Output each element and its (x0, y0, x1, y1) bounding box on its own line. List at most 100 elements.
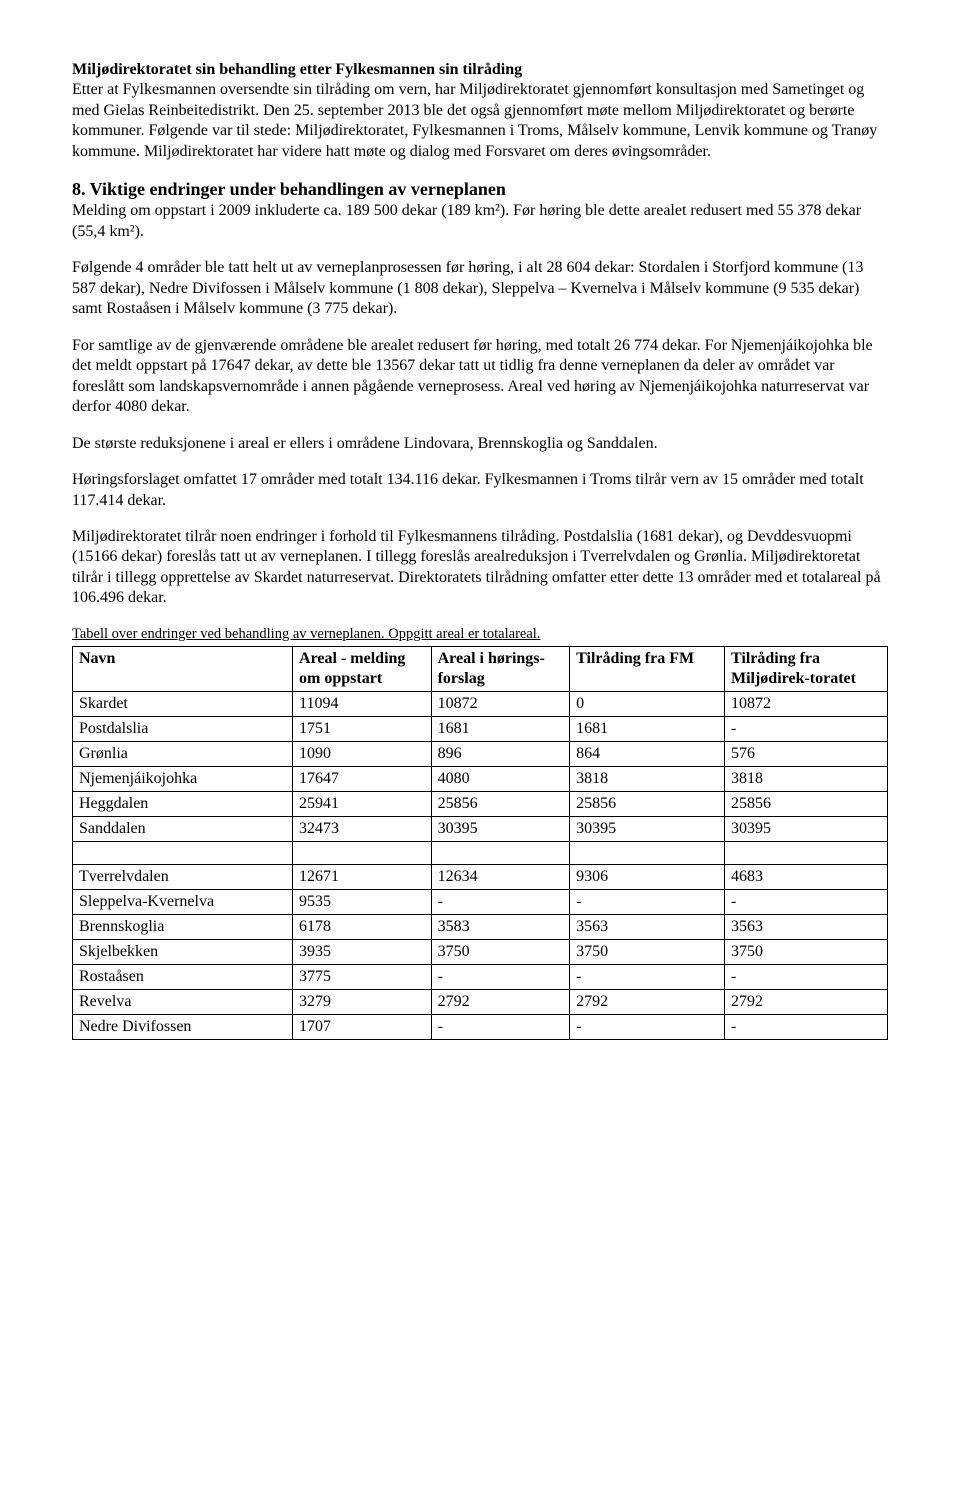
table-cell: 1707 (293, 1015, 432, 1040)
col-header-tilrading-fm: Tilråding fra FM (570, 647, 725, 692)
table-cell: Revelva (73, 990, 293, 1015)
table-cell: - (431, 1015, 570, 1040)
table-cell: 10872 (724, 692, 887, 717)
table-cell: Brennskoglia (73, 915, 293, 940)
section-8-title: 8. Viktige endringer under behandlingen … (72, 178, 888, 201)
section-8-p1: Melding om oppstart i 2009 inkluderte ca… (72, 201, 888, 242)
table-cell: Heggdalen (73, 792, 293, 817)
table-cell: 2792 (570, 990, 725, 1015)
table-cell: - (724, 890, 887, 915)
table-cell: 3818 (570, 767, 725, 792)
table-cell: 896 (431, 742, 570, 767)
table-row: Brennskoglia6178358335633563 (73, 915, 888, 940)
table-cell: 32473 (293, 817, 432, 842)
section-8-p6: Miljødirektoratet tilrår noen endringer … (72, 527, 888, 609)
spacer-cell (293, 842, 432, 865)
table-cell: - (431, 965, 570, 990)
col-header-areal-oppstart: Areal - melding om oppstart (293, 647, 432, 692)
col-header-areal-horing: Areal i hørings-forslag (431, 647, 570, 692)
table-cell: 9535 (293, 890, 432, 915)
table-cell: 11094 (293, 692, 432, 717)
table-spacer-row (73, 842, 888, 865)
table-row: Sleppelva-Kvernelva9535--- (73, 890, 888, 915)
intro-body: Etter at Fylkesmannen oversendte sin til… (72, 81, 877, 159)
table-row: Postdalslia175116811681- (73, 717, 888, 742)
table-cell: 4080 (431, 767, 570, 792)
table-cell: 1090 (293, 742, 432, 767)
areal-table: Navn Areal - melding om oppstart Areal i… (72, 646, 888, 1040)
table-cell: 10872 (431, 692, 570, 717)
table-row: Sanddalen32473303953039530395 (73, 817, 888, 842)
section-8-p5: Høringsforslaget omfattet 17 områder med… (72, 470, 888, 511)
table-row: Skjelbekken3935375037503750 (73, 940, 888, 965)
table-cell: 0 (570, 692, 725, 717)
table-row: Heggdalen25941258562585625856 (73, 792, 888, 817)
table-cell: Njemenjáikojohka (73, 767, 293, 792)
spacer-cell (570, 842, 725, 865)
section-8-p2: Følgende 4 områder ble tatt helt ut av v… (72, 258, 888, 319)
table-cell: 12671 (293, 865, 432, 890)
table-row: Grønlia1090896864576 (73, 742, 888, 767)
table-body-1: Skardet1109410872010872Postdalslia175116… (73, 692, 888, 842)
col-header-navn: Navn (73, 647, 293, 692)
table-cell: Sleppelva-Kvernelva (73, 890, 293, 915)
table-cell: 25856 (570, 792, 725, 817)
table-cell: Skardet (73, 692, 293, 717)
table-row: Nedre Divifossen1707--- (73, 1015, 888, 1040)
table-row: Njemenjáikojohka17647408038183818 (73, 767, 888, 792)
section-8-p3: For samtlige av de gjenværende områdene … (72, 336, 888, 418)
table-cell: 3750 (431, 940, 570, 965)
table-cell: 17647 (293, 767, 432, 792)
table-row: Tverrelvdalen126711263493064683 (73, 865, 888, 890)
table-cell: 30395 (431, 817, 570, 842)
table-cell: 3750 (724, 940, 887, 965)
table-row: Rostaåsen3775--- (73, 965, 888, 990)
spacer-cell (431, 842, 570, 865)
table-block: Tabell over endringer ved behandling av … (72, 625, 888, 1041)
table-caption: Tabell over endringer ved behandling av … (72, 625, 888, 644)
intro-block: Miljødirektoratet sin behandling etter F… (72, 60, 888, 162)
table-cell: 25941 (293, 792, 432, 817)
table-cell: - (570, 1015, 725, 1040)
table-cell: 1681 (570, 717, 725, 742)
table-cell: 9306 (570, 865, 725, 890)
section-8-p4: De største reduksjonene i areal er eller… (72, 434, 888, 454)
table-cell: Postdalslia (73, 717, 293, 742)
intro-paragraph: Miljødirektoratet sin behandling etter F… (72, 60, 888, 162)
table-cell: 3563 (570, 915, 725, 940)
intro-heading: Miljødirektoratet sin behandling etter F… (72, 61, 522, 78)
table-cell: - (724, 1015, 887, 1040)
table-cell: 3818 (724, 767, 887, 792)
table-cell: 30395 (724, 817, 887, 842)
table-cell: 2792 (724, 990, 887, 1015)
table-cell: 576 (724, 742, 887, 767)
table-cell: - (431, 890, 570, 915)
col-header-tilrading-md: Tilråding fra Miljødirek-toratet (724, 647, 887, 692)
table-cell: - (724, 965, 887, 990)
table-cell: 3563 (724, 915, 887, 940)
table-spacer (73, 842, 888, 865)
table-cell: 3775 (293, 965, 432, 990)
table-cell: Tverrelvdalen (73, 865, 293, 890)
table-cell: 12634 (431, 865, 570, 890)
table-cell: Skjelbekken (73, 940, 293, 965)
table-cell: - (570, 890, 725, 915)
table-cell: 25856 (431, 792, 570, 817)
table-cell: 6178 (293, 915, 432, 940)
table-cell: - (570, 965, 725, 990)
table-cell: 3583 (431, 915, 570, 940)
table-cell: 1751 (293, 717, 432, 742)
table-cell: 3935 (293, 940, 432, 965)
table-header-row: Navn Areal - melding om oppstart Areal i… (73, 647, 888, 692)
table-row: Revelva3279279227922792 (73, 990, 888, 1015)
table-cell: Grønlia (73, 742, 293, 767)
section-8: 8. Viktige endringer under behandlingen … (72, 178, 888, 609)
table-cell: 2792 (431, 990, 570, 1015)
table-cell: 3279 (293, 990, 432, 1015)
table-cell: Nedre Divifossen (73, 1015, 293, 1040)
table-cell: 1681 (431, 717, 570, 742)
spacer-cell (73, 842, 293, 865)
table-cell: 4683 (724, 865, 887, 890)
table-cell: 25856 (724, 792, 887, 817)
table-cell: - (724, 717, 887, 742)
